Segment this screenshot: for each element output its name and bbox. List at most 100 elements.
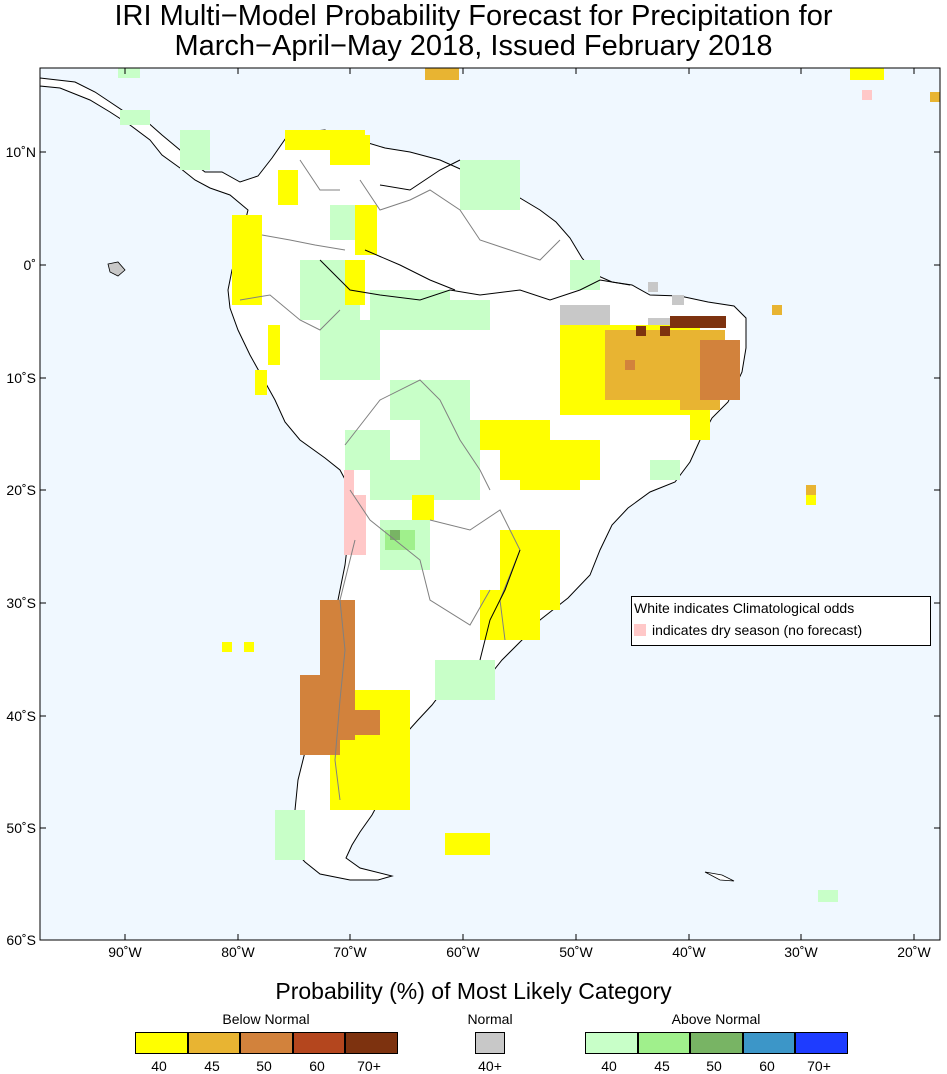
annotation-line-dry-season-row: indicates dry season (no forecast): [634, 622, 862, 638]
lon-label: 90˚W: [108, 944, 142, 960]
legend-swatch: [637, 1032, 690, 1054]
below-normal-40-cell: [244, 642, 254, 652]
lon-label: 50˚W: [559, 944, 593, 960]
below-normal-40-cell: [268, 325, 280, 365]
legend-label: 40: [601, 1058, 617, 1074]
below-normal-70-cell: [636, 326, 646, 336]
latitude-labels: 10˚N 0˚ 10˚S 20˚S 30˚S 40˚S 50˚S 60˚S: [6, 144, 36, 948]
legend-label: 45: [204, 1058, 220, 1074]
above-normal-cell: [818, 890, 838, 902]
above-normal-cell: [435, 660, 495, 700]
below-normal-40-cell: [390, 690, 410, 750]
lon-label: 70˚W: [333, 944, 367, 960]
dry-season-cell: [862, 90, 872, 100]
above-normal-cell: [570, 260, 600, 290]
country-borders: [239, 159, 561, 801]
legend-swatch: [475, 1032, 505, 1054]
below-normal-40-cell: [345, 260, 365, 305]
legend-swatch: [187, 1032, 240, 1054]
below-normal-40-cell: [480, 590, 540, 640]
above-normal-cell: [120, 110, 150, 125]
below-normal-45-cell: [772, 305, 782, 315]
below-normal-70-cell: [670, 316, 726, 328]
normal-cell: [672, 295, 684, 305]
galapagos-islands: [107, 261, 126, 277]
below-normal-45-cell: [930, 92, 940, 102]
above-normal-cell: [370, 290, 450, 330]
south-georgia: [704, 871, 735, 882]
map-title-line-1: IRI Multi−Model Probability Forecast for…: [114, 0, 833, 32]
border-line: [239, 294, 341, 331]
map-frame: [39, 67, 941, 941]
longitude-axis: [124, 68, 915, 940]
border-line: [359, 179, 561, 261]
lat-label: 10˚S: [6, 370, 36, 386]
legend-swatch: [690, 1032, 743, 1054]
legend-label: 60: [309, 1058, 325, 1074]
map-title-line-2: March−April−May 2018, Issued February 20…: [174, 30, 773, 62]
below-normal-40-cell: [222, 642, 232, 652]
legend-swatch: [345, 1032, 398, 1054]
above-normal-cell: [460, 160, 520, 210]
legend-swatch: [135, 1032, 188, 1054]
lon-label: 20˚W: [897, 944, 931, 960]
border-line: [334, 539, 356, 801]
annotation-box: White indicates Climatological odds indi…: [631, 596, 931, 646]
lat-label: 0˚: [24, 257, 36, 273]
legend-label: 40: [151, 1058, 167, 1074]
below-normal-70-cell: [660, 326, 670, 336]
lat-label: 20˚S: [6, 482, 36, 498]
border-line: [429, 509, 521, 641]
lat-label: 60˚S: [6, 932, 36, 948]
legend-title: Probability (%) of Most Likely Category: [275, 978, 672, 1004]
above-normal-cell: [450, 300, 490, 330]
border-line: [344, 379, 491, 491]
legend-label: 50: [706, 1058, 722, 1074]
legend-label: 70+: [807, 1058, 831, 1074]
legend-label: 50: [256, 1058, 272, 1074]
annotation-line-dry-season: indicates dry season (no forecast): [652, 622, 863, 638]
below-normal-50-cell: [625, 360, 635, 370]
legend-below-normal-heading: Below Normal: [222, 1011, 310, 1027]
legend-swatch: [585, 1032, 638, 1054]
above-normal-cell: [275, 810, 305, 860]
orinoco-river: [379, 159, 461, 191]
normal-cell: [560, 305, 610, 325]
above-normal-cell: [330, 205, 355, 240]
dry-season-cell: [344, 470, 354, 495]
legend-above-normal-heading: Above Normal: [671, 1011, 761, 1027]
lon-label: 80˚W: [221, 944, 255, 960]
dry-season-swatch: [634, 624, 646, 636]
border-line: [349, 489, 491, 626]
parana-river: [479, 549, 521, 661]
lat-label: 50˚S: [6, 820, 36, 836]
below-normal-40-cell: [806, 495, 816, 505]
below-normal-45-cell: [806, 485, 816, 495]
legend-normal-heading: Normal: [467, 1011, 513, 1027]
above-normal-cell: [180, 130, 210, 170]
above-normal-cell: [390, 380, 470, 420]
latitude-axis: [40, 151, 940, 829]
below-normal-40-cell: [850, 68, 884, 80]
rivers: [319, 159, 631, 661]
legend-label: 60: [759, 1058, 775, 1074]
lat-label: 40˚S: [6, 708, 36, 724]
legend-label: 40+: [478, 1058, 502, 1074]
below-normal-40-cell: [255, 370, 267, 395]
legend-swatch: [292, 1032, 345, 1054]
annotation-line-climatology: White indicates Climatological odds: [634, 600, 855, 616]
legend-swatch: [795, 1032, 848, 1054]
below-normal-40-cell: [330, 135, 370, 165]
lat-label: 10˚N: [6, 144, 36, 160]
forecast-cells: [118, 68, 940, 902]
border-line: [299, 159, 340, 191]
below-normal-40-cell: [445, 833, 490, 855]
below-normal-40-cell: [278, 170, 298, 205]
below-normal-40-cell: [355, 205, 377, 255]
legend-swatch: [742, 1032, 795, 1054]
lat-label: 30˚S: [6, 595, 36, 611]
above-normal-cell: [390, 530, 400, 540]
border-line: [261, 234, 346, 251]
above-normal-cell: [118, 68, 140, 78]
